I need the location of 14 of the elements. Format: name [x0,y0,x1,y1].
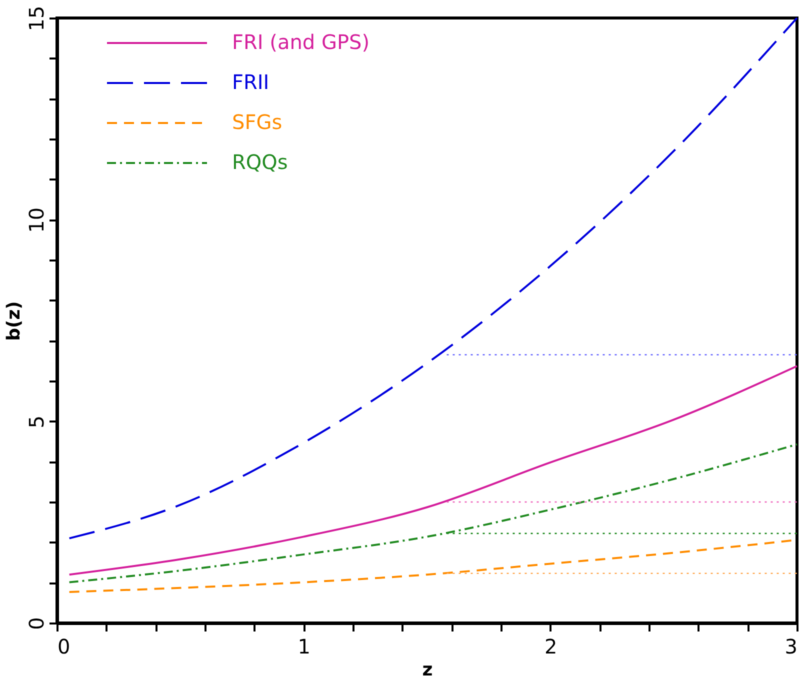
y-tick-label: 5 [24,415,48,428]
legend-label: FRI (and GPS) [232,30,370,54]
legend-label: RQQs [232,150,288,174]
x-tick-label: 0 [58,634,70,658]
x-tick-label: 1 [298,634,311,658]
x-axis-title: z [422,660,433,680]
legend-label: FRII [232,70,270,94]
legend-label: SFGs [232,110,282,134]
x-tick-label: 2 [544,634,558,658]
y-axis-title: b(z) [4,301,24,341]
x-tick-label: 3 [784,634,798,658]
y-tick-label: 0 [24,617,48,630]
y-tick-label: 10 [24,207,48,233]
y-tick-label: 15 [24,6,48,32]
